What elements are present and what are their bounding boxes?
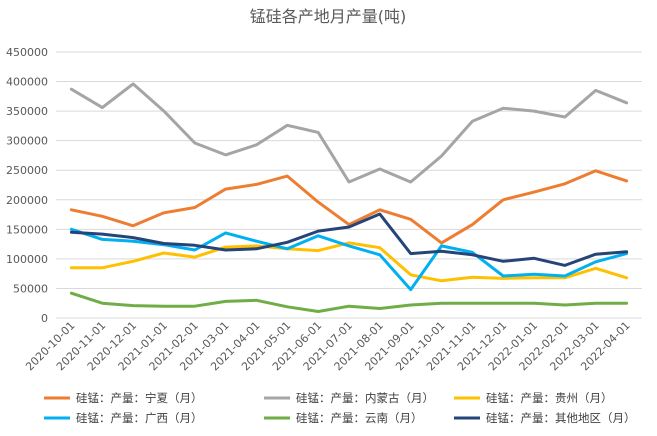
legend: 硅锰：产量：宁夏（月） 硅锰：产量：内蒙古（月） 硅锰：产量：贵州（月） 硅锰：产量：… xyxy=(44,391,636,425)
series-line-4 xyxy=(69,291,629,313)
y-tick-label: 50000 xyxy=(13,282,48,295)
legend-label: 硅锰：产量：其他地区（月） xyxy=(486,411,636,425)
series-line-1 xyxy=(69,82,629,184)
legend-item: 硅锰：产量：其他地区（月） xyxy=(454,411,636,425)
y-tick-label: 0 xyxy=(41,312,48,325)
y-tick-label: 300000 xyxy=(6,135,48,148)
y-tick-label: 200000 xyxy=(6,194,48,207)
y-tick-label: 100000 xyxy=(6,253,48,266)
legend-item: 硅锰：产量：云南（月） xyxy=(264,411,423,425)
legend-item: 硅锰：产量：宁夏（月） xyxy=(44,391,203,405)
chart-title: 锰硅各产地月产量(吨) xyxy=(250,7,407,26)
y-tick-label: 150000 xyxy=(6,223,48,236)
y-tick-label: 250000 xyxy=(6,164,48,177)
legend-label: 硅锰：产量：广西（月） xyxy=(76,411,203,425)
y-tick-label: 350000 xyxy=(6,105,48,118)
y-tick-label: 450000 xyxy=(6,46,48,59)
legend-label: 硅锰：产量：云南（月） xyxy=(296,411,423,425)
legend-label: 硅锰：产量：贵州（月） xyxy=(486,391,613,405)
series-lines xyxy=(69,82,629,313)
gridlines xyxy=(56,51,642,319)
legend-item: 硅锰：产量：贵州（月） xyxy=(454,391,613,405)
y-axis: 0 50000 100000 150000 200000 250000 300000 3500… xyxy=(6,46,48,325)
y-tick-label: 400000 xyxy=(6,76,48,89)
series-line-2 xyxy=(69,241,629,283)
legend-item: 硅锰：产量：广西（月） xyxy=(44,411,203,425)
series-line-0 xyxy=(69,169,629,245)
series-line-5 xyxy=(69,212,629,267)
legend-label: 硅锰：产量：宁夏（月） xyxy=(76,391,203,405)
legend-label: 硅锰：产量：内蒙古（月） xyxy=(296,391,434,405)
legend-item: 硅锰：产量：内蒙古（月） xyxy=(264,391,434,405)
